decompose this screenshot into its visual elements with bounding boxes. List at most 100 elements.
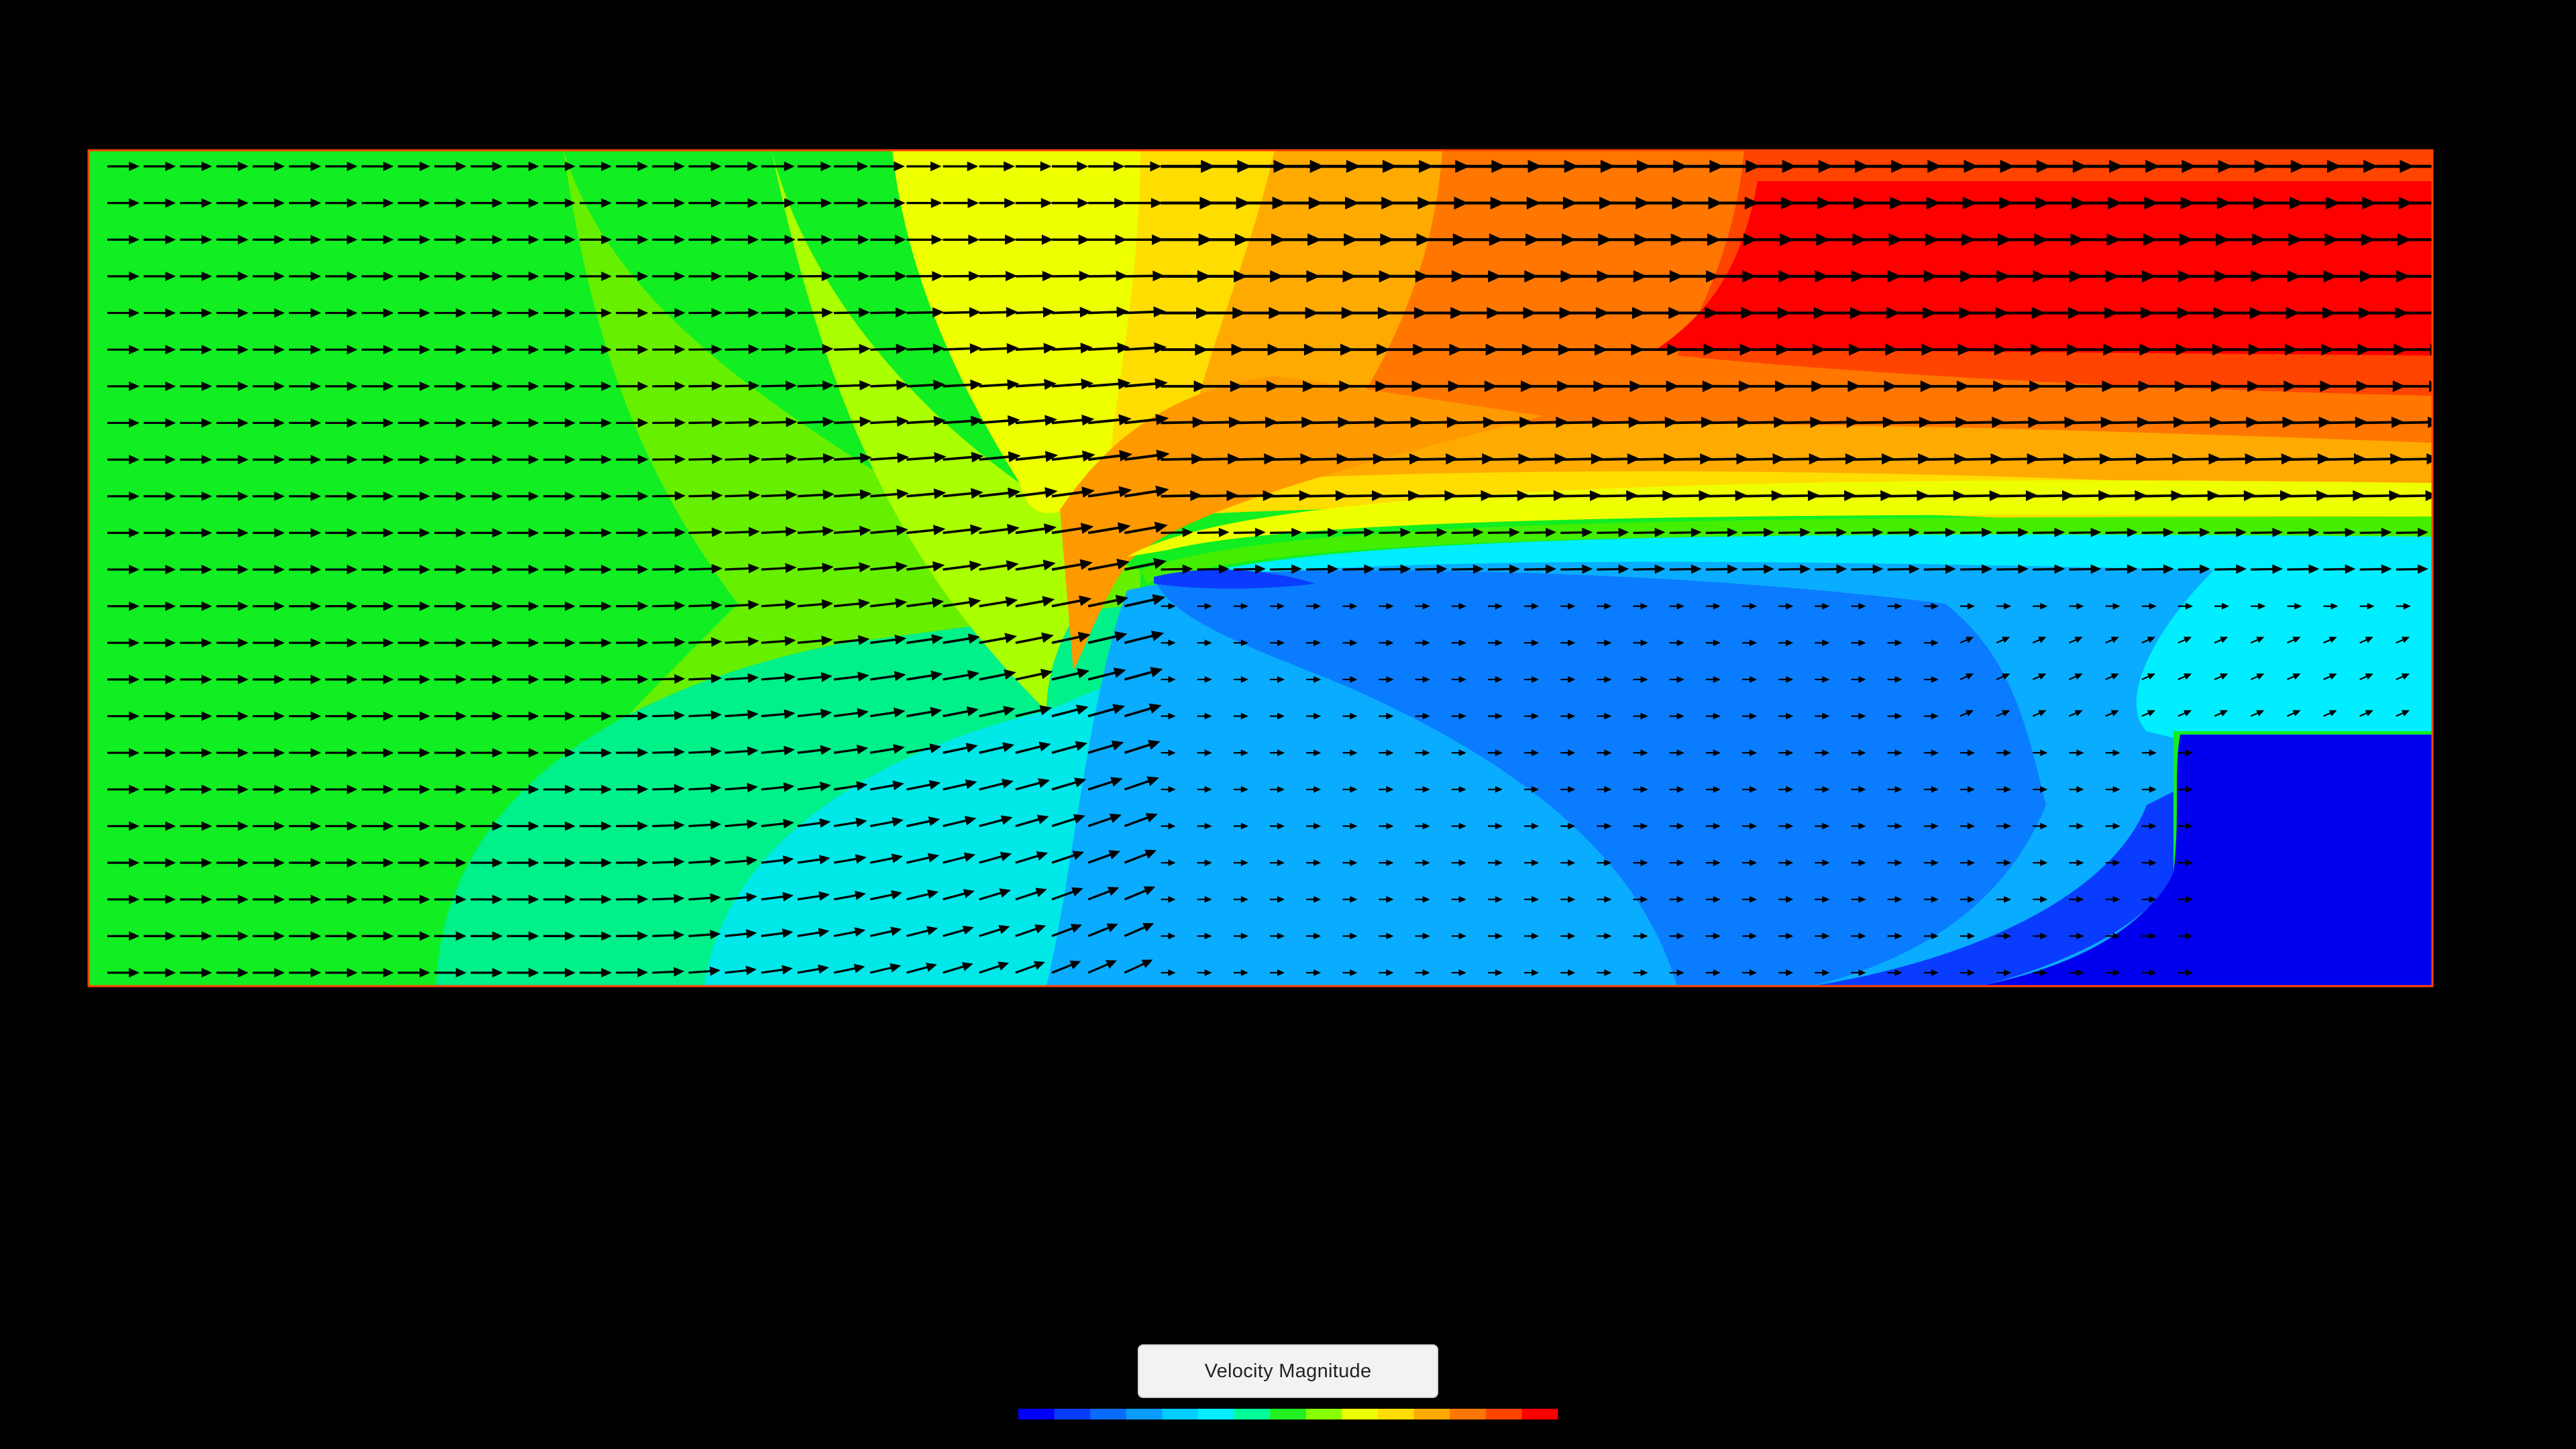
vector-arrow-head	[821, 599, 834, 609]
vector-arrow-shaft	[724, 458, 754, 461]
vector-arrow-head	[347, 967, 358, 978]
vector-arrow-head	[528, 748, 539, 758]
vector-arrow-head	[455, 858, 467, 868]
vector-arrow-head	[1713, 969, 1721, 976]
vector-arrow-head	[347, 381, 358, 391]
legend-title[interactable]: Velocity Magnitude	[1138, 1344, 1438, 1398]
vector-arrow-head	[311, 601, 321, 611]
vector-arrow-shaft	[797, 566, 827, 571]
vector-arrow-head	[1277, 932, 1285, 940]
vector-arrow-shaft	[833, 675, 863, 681]
vector-arrow-head	[311, 491, 321, 501]
vector-arrow-shaft	[724, 567, 753, 571]
colorbar-segment	[1450, 1409, 1487, 1419]
vector-arrow-head	[2389, 490, 2402, 501]
vector-arrow-shaft	[1015, 563, 1049, 571]
vector-arrow-head	[129, 235, 140, 245]
vector-arrow-head	[748, 380, 760, 391]
vector-arrow-head	[1040, 161, 1052, 172]
vector-arrow-head	[930, 161, 942, 172]
vector-arrow-head	[1155, 485, 1169, 497]
vector-arrow-head	[165, 198, 176, 208]
vector-arrow-head	[1116, 558, 1130, 570]
vector-arrow-head	[1589, 490, 1603, 501]
vector-arrow-head	[710, 783, 722, 794]
vector-arrow-head	[891, 853, 903, 863]
vector-arrow-head	[1204, 822, 1212, 830]
colorbar-segment	[1126, 1409, 1163, 1419]
vector-arrow-head	[565, 931, 576, 941]
vector-arrow-head	[1006, 307, 1018, 318]
vector-arrow-shaft	[979, 527, 1013, 535]
vector-arrow-head	[1945, 527, 1956, 537]
vector-arrow-head	[822, 307, 833, 318]
vector-arrow-head	[1532, 712, 1540, 720]
vector-arrow-head	[237, 491, 249, 501]
vector-arrow-shaft	[2396, 421, 2432, 425]
vector-arrow-head	[785, 344, 797, 354]
vector-arrow-head	[274, 271, 285, 281]
vector-arrow-head	[528, 161, 539, 172]
vector-arrow-head	[165, 235, 176, 245]
vector-arrow-shaft	[652, 641, 679, 644]
vector-arrow-shaft	[1778, 568, 1805, 571]
vector-arrow-head	[2112, 786, 2121, 793]
vector-arrow-head	[311, 821, 321, 831]
vector-arrow-head	[1240, 639, 1248, 647]
vector-arrow-head	[856, 781, 868, 791]
vector-arrow-head	[1568, 822, 1576, 830]
vector-arrow-head	[674, 527, 686, 537]
vector-arrow-head	[783, 818, 794, 828]
vector-arrow-shaft	[1705, 568, 1732, 571]
vector-arrow-head	[528, 601, 539, 611]
vector-arrow-head	[1786, 822, 1794, 830]
vector-arrow-head	[674, 381, 686, 391]
vector-arrow-head	[1458, 676, 1466, 683]
vector-arrow-head	[637, 821, 649, 831]
vector-arrow-shaft	[1306, 568, 1332, 571]
vector-arrow-head	[674, 820, 685, 830]
vector-arrow-head	[2110, 637, 2119, 643]
vector-arrow-head	[274, 198, 285, 208]
vector-arrow-head	[2040, 749, 2048, 757]
vector-arrow-head	[749, 490, 760, 500]
vector-arrow-head	[1077, 631, 1091, 643]
vector-arrow-head	[1422, 896, 1430, 903]
vector-arrow-shaft	[688, 531, 716, 535]
vector-arrow-head	[1112, 704, 1126, 714]
vector-arrow-shaft	[943, 891, 969, 901]
vector-arrow-head	[347, 931, 358, 941]
vector-arrow-head	[1568, 639, 1576, 647]
vector-arrow-head	[165, 967, 176, 978]
vector-arrow-head	[2149, 896, 2157, 903]
vector-arrow-shaft	[869, 893, 897, 901]
vector-arrow-head	[637, 601, 649, 611]
vector-arrow-head	[1931, 896, 1939, 903]
vector-arrow-shaft	[1451, 421, 1489, 425]
vector-arrow-head	[165, 821, 176, 831]
vector-arrow-head	[237, 235, 249, 245]
vector-arrow-head	[274, 638, 285, 648]
vector-arrow-head	[637, 491, 649, 501]
vector-arrow-head	[933, 488, 947, 499]
vector-arrow-head	[1676, 786, 1684, 793]
vector-arrow-head	[1313, 712, 1322, 720]
vector-arrow-head	[129, 161, 140, 172]
colorbar-segment	[1378, 1409, 1415, 1419]
vector-arrow-shaft	[943, 855, 970, 864]
vector-arrow-head	[1114, 197, 1126, 209]
vector-arrow-head	[165, 601, 176, 611]
vector-arrow-shaft	[1124, 633, 1158, 645]
vector-arrow-head	[1966, 637, 1974, 643]
vector-arrow-shaft	[1379, 568, 1405, 571]
vector-arrow-head	[1750, 822, 1758, 830]
vector-arrow-head	[1364, 564, 1375, 574]
vector-arrow-shaft	[833, 820, 861, 828]
vector-arrow-shaft	[2396, 458, 2432, 461]
vector-arrow-shaft	[1124, 417, 1162, 425]
vector-arrow-head	[237, 784, 249, 794]
vector-arrow-head	[311, 894, 321, 904]
vector-arrow-head	[1909, 564, 1920, 574]
vector-arrow-shaft	[869, 820, 898, 828]
